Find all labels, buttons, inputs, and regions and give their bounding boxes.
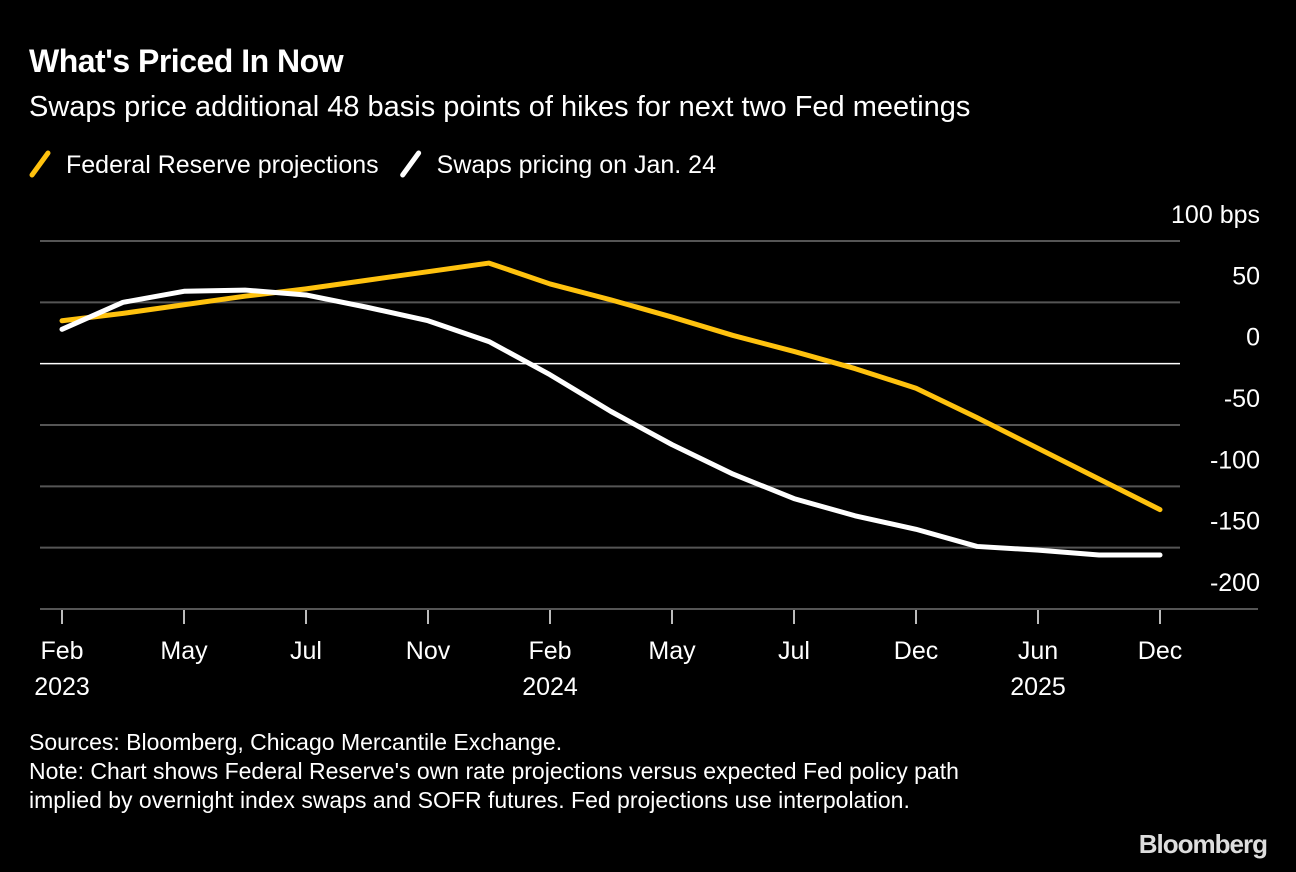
y-tick-label: 50 (1232, 262, 1260, 290)
chart-subtitle: Swaps price additional 48 basis points o… (29, 91, 970, 123)
legend-swatch (29, 150, 51, 178)
x-tick-label: Dec (894, 637, 938, 665)
legend-swatch (400, 150, 422, 178)
y-tick-label: 0 (1246, 324, 1260, 352)
chart-title: What's Priced In Now (29, 43, 344, 79)
x-tick-label: Jun (1018, 637, 1058, 665)
y-tick-label: -100 (1210, 446, 1260, 474)
brand: Bloomberg (1139, 829, 1267, 859)
x-tick-label: May (648, 637, 696, 665)
x-tick-label: May (160, 637, 208, 665)
y-tick-label: -150 (1210, 508, 1260, 536)
legend-label: Federal Reserve projections (66, 151, 379, 179)
footnotes: Sources: Bloomberg, Chicago Mercantile E… (29, 728, 1009, 815)
series-line (59, 287, 1163, 558)
x-tick-label: Dec (1138, 637, 1182, 665)
note: Note: Chart shows Federal Reserve's own … (29, 758, 959, 813)
x-tick-label: Jul (290, 637, 322, 665)
y-tick-label: -200 (1210, 569, 1260, 597)
y-tick-label: -50 (1224, 385, 1260, 413)
x-tick-label: Nov (406, 637, 451, 665)
series-line (59, 260, 1163, 513)
x-tick-label: Feb (40, 637, 83, 665)
x-year-label: 2025 (1010, 673, 1066, 701)
x-year-label: 2024 (522, 673, 578, 701)
x-tick-label: Feb (528, 637, 571, 665)
sources: Sources: Bloomberg, Chicago Mercantile E… (29, 729, 563, 755)
y-tick-label: 100 bps (1171, 201, 1260, 229)
x-year-label: 2023 (34, 673, 90, 701)
x-tick-label: Jul (778, 637, 810, 665)
legend-label: Swaps pricing on Jan. 24 (437, 151, 716, 179)
